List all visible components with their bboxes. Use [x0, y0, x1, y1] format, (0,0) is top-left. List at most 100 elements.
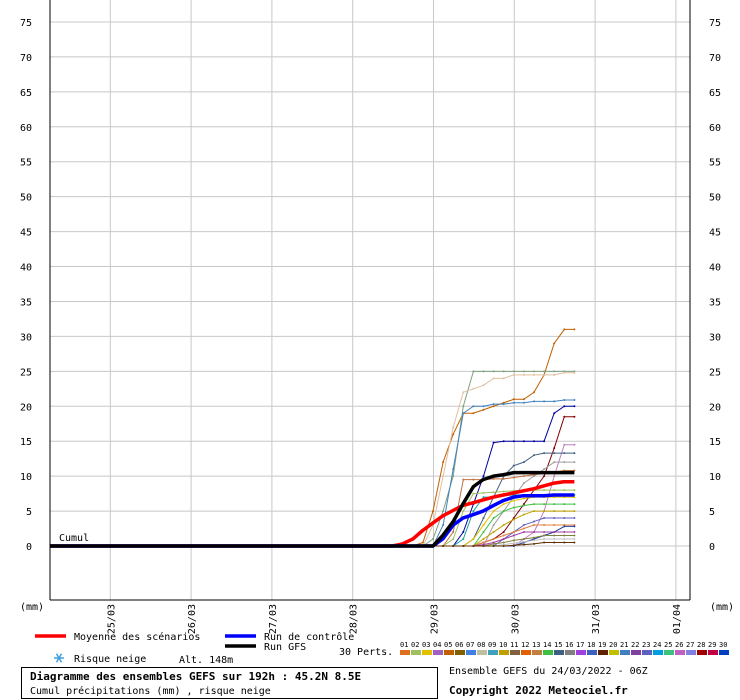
member-legend-number: 14: [543, 641, 551, 649]
series-line: [50, 493, 575, 548]
y-tick-label-right: 50: [709, 193, 721, 204]
ensemble-member-point: [543, 534, 546, 537]
ensemble-member-point: [512, 542, 515, 545]
ensemble-member-point: [522, 461, 525, 464]
ensemble-member-point: [563, 415, 566, 418]
legend: Moyenne des scénarios Run de contrôle Ru…: [35, 631, 729, 666]
member-legend-number: 07: [466, 641, 474, 649]
ensemble-member-point: [543, 440, 546, 443]
x-tick-label: 26/03: [187, 604, 198, 634]
ensemble-member-point: [432, 538, 434, 541]
x-tick-labels: 25/03 26/03 27/03 28/03 29/03 30/03 31/03 01/04: [106, 604, 683, 634]
ensemble-member-point: [522, 482, 525, 485]
ensemble-member-point: [492, 377, 495, 380]
member-legend-number: 12: [521, 641, 529, 649]
ensemble-member-point: [512, 464, 515, 467]
ensemble-member-point: [482, 517, 485, 520]
x-tick-label: 25/03: [106, 604, 117, 634]
y-tick-label-right: 45: [709, 228, 721, 239]
member-legend-number: 19: [598, 641, 606, 649]
member-legend-number: 16: [565, 641, 573, 649]
ensemble-member-point: [482, 538, 485, 541]
ensemble-member-point: [502, 510, 505, 513]
ensemble-member-point: [522, 531, 525, 534]
member-legend-number: 29: [708, 641, 716, 649]
member-legend-number: 10: [499, 641, 507, 649]
member-legend-swatch: [664, 650, 674, 655]
member-legend-number: 18: [587, 641, 595, 649]
series-line: [50, 479, 575, 548]
ensemble-member-point: [573, 443, 576, 446]
ensemble-member-point: [573, 510, 576, 513]
ensemble-member-point: [563, 503, 566, 506]
ensemble-member-point: [573, 538, 576, 541]
ensemble-member-point: [573, 489, 576, 492]
ensemble-member-point: [421, 541, 424, 544]
ensemble-member-point: [573, 371, 576, 374]
legend-perts-label: 30 Perts.: [339, 647, 393, 658]
ensemble-member-point: [482, 524, 485, 527]
ensemble-member-point: [573, 328, 576, 331]
ensemble-member-point: [472, 545, 475, 547]
ensemble-member-point: [573, 541, 576, 544]
ensemble-member-point: [512, 518, 515, 521]
ensemble-member-point: [522, 370, 525, 373]
ensemble-member-point: [573, 534, 576, 537]
ensemble-member-point: [553, 400, 556, 403]
ensemble-member-point: [522, 440, 525, 443]
ensemble-member-point: [553, 541, 556, 544]
member-legend-number: 11: [510, 641, 518, 649]
ensemble-member-point: [563, 489, 566, 492]
y-tick-label-left: 25: [20, 367, 32, 378]
ensemble-member-point: [543, 489, 546, 492]
ensemble-member-line: [50, 399, 575, 547]
ensemble-member-point: [492, 542, 495, 545]
y-tick-label-right: 20: [709, 402, 721, 413]
ensemble-member-point: [442, 524, 445, 527]
ensemble-member-point: [573, 531, 576, 534]
ensemble-member-point: [442, 510, 445, 513]
ensemble-member-point: [482, 545, 485, 547]
ensemble-member-point: [502, 490, 505, 493]
y-tick-label-right: 40: [709, 263, 721, 274]
member-legend-swatch: [554, 650, 564, 655]
ensemble-member-point: [512, 401, 515, 404]
ensemble-member-point: [563, 370, 566, 373]
y-tick-label-left: 45: [20, 228, 32, 239]
ensemble-member-point: [563, 534, 566, 537]
y-tick-label-left: 60: [20, 123, 32, 134]
ensemble-member-point: [543, 400, 546, 403]
member-legend-swatch: [488, 650, 498, 655]
legend-snow-label: Risque neige: [74, 654, 146, 665]
ensemble-member-point: [543, 510, 546, 513]
member-legend-number: 01: [400, 641, 408, 649]
ensemble-member-point: [543, 475, 546, 478]
ensemble-member-point: [502, 534, 505, 537]
ensemble-member-point: [462, 478, 465, 481]
ensemble-member-point: [533, 391, 535, 394]
ensemble-member-line: [50, 370, 575, 547]
ensemble-member-point: [553, 524, 556, 527]
member-legend-number: 23: [642, 641, 650, 649]
ensemble-member-point: [533, 536, 535, 539]
y-tick-label-left: 5: [26, 507, 32, 518]
member-legend-swatch: [466, 650, 476, 655]
ensemble-member-point: [563, 524, 566, 527]
ensemble-member-point: [543, 517, 546, 520]
ensemble-member-point: [533, 373, 535, 376]
ensemble-member-point: [462, 538, 465, 541]
ensemble-member-point: [442, 461, 445, 464]
member-legend-swatch: [708, 650, 718, 655]
member-legend-swatch: [620, 650, 630, 655]
copyright: Copyright 2022 Meteociel.fr: [449, 684, 628, 697]
grid-lines: [50, 0, 690, 600]
member-legend-number: 21: [620, 641, 628, 649]
ensemble-member-point: [533, 454, 535, 457]
y-tick-label-left: 10: [20, 472, 32, 483]
ensemble-member-point: [522, 524, 525, 527]
member-legend-number: 06: [455, 641, 463, 649]
x-tick-label: 28/03: [349, 604, 360, 634]
y-tick-label-left: 20: [20, 402, 32, 413]
y-tick-label-left: 70: [20, 53, 32, 64]
ensemble-member-point: [563, 405, 566, 408]
